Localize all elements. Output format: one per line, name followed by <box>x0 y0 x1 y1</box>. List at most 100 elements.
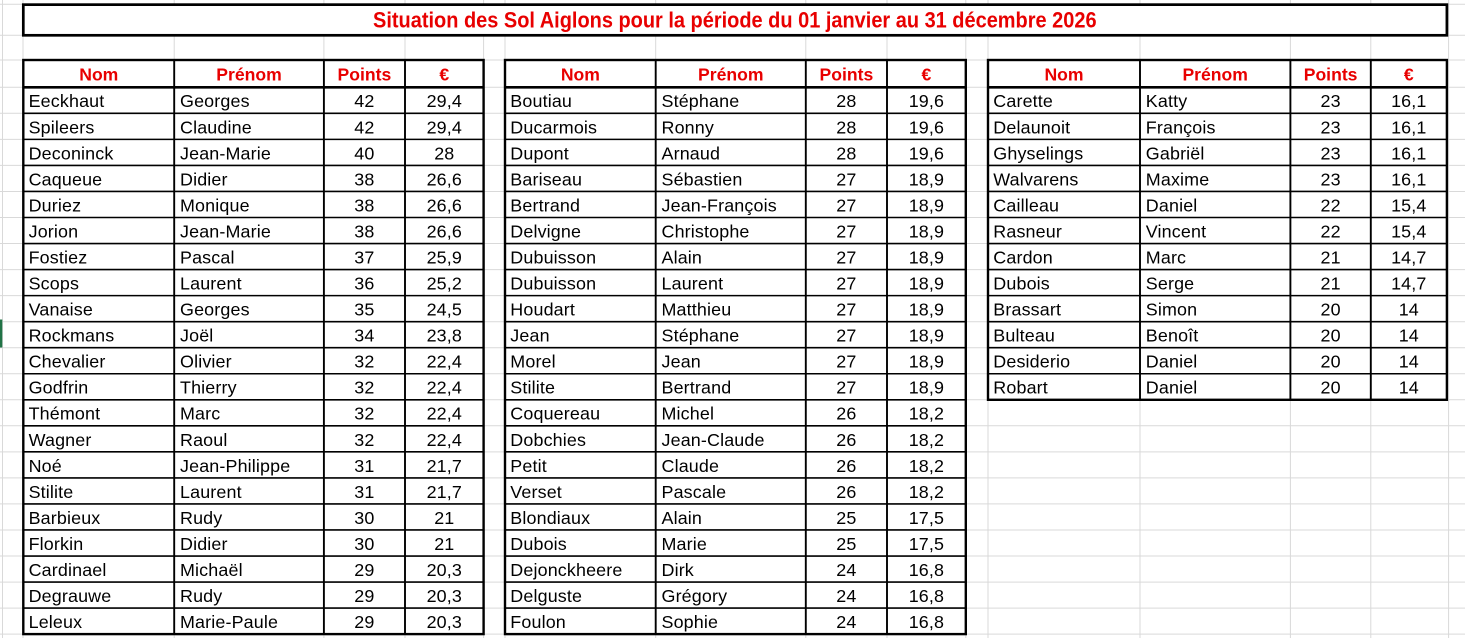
svg-text:14: 14 <box>1399 378 1419 398</box>
svg-text:Verset: Verset <box>510 482 562 502</box>
svg-text:36: 36 <box>354 274 374 294</box>
svg-text:18,2: 18,2 <box>909 482 944 502</box>
svg-text:Michel: Michel <box>662 404 715 424</box>
svg-text:Houdart: Houdart <box>510 300 575 320</box>
svg-text:27: 27 <box>836 169 856 189</box>
svg-text:15,4: 15,4 <box>1391 221 1426 241</box>
svg-text:18,9: 18,9 <box>909 169 944 189</box>
svg-text:Barbieux: Barbieux <box>29 508 101 528</box>
svg-text:26,6: 26,6 <box>427 195 462 215</box>
svg-text:20,3: 20,3 <box>427 586 462 606</box>
svg-text:38: 38 <box>354 195 374 215</box>
svg-text:27: 27 <box>836 352 856 372</box>
svg-text:Situation des Sol Aiglons pour: Situation des Sol Aiglons pour la périod… <box>373 7 1097 32</box>
svg-text:Michaël: Michaël <box>180 560 243 580</box>
svg-text:18,2: 18,2 <box>909 456 944 476</box>
svg-text:Claudine: Claudine <box>180 117 252 137</box>
svg-text:Jean-François: Jean-François <box>662 195 777 215</box>
svg-text:15,4: 15,4 <box>1391 195 1426 215</box>
svg-text:Wagner: Wagner <box>29 430 92 450</box>
svg-text:€: € <box>1404 65 1414 85</box>
svg-text:Simon: Simon <box>1146 300 1197 320</box>
svg-text:Vincent: Vincent <box>1146 221 1206 241</box>
svg-text:Arnaud: Arnaud <box>662 143 721 163</box>
svg-text:23: 23 <box>1320 143 1340 163</box>
svg-text:Rockmans: Rockmans <box>29 326 115 346</box>
svg-text:24: 24 <box>836 586 856 606</box>
svg-text:27: 27 <box>836 326 856 346</box>
svg-text:Georges: Georges <box>180 91 250 111</box>
svg-text:22: 22 <box>1320 195 1340 215</box>
svg-text:Alain: Alain <box>662 508 703 528</box>
svg-text:Nom: Nom <box>1044 65 1083 85</box>
svg-text:26: 26 <box>836 404 856 424</box>
svg-text:21: 21 <box>434 508 454 528</box>
svg-text:Dubois: Dubois <box>510 534 567 554</box>
svg-text:26: 26 <box>836 456 856 476</box>
svg-text:Thémont: Thémont <box>29 404 101 424</box>
svg-text:32: 32 <box>354 352 374 372</box>
svg-text:24: 24 <box>836 560 856 580</box>
svg-text:Delaunoit: Delaunoit <box>993 117 1070 137</box>
svg-text:Rudy: Rudy <box>180 508 222 528</box>
svg-text:16,1: 16,1 <box>1391 143 1426 163</box>
svg-text:38: 38 <box>354 221 374 241</box>
svg-text:Florkin: Florkin <box>29 534 84 554</box>
svg-text:Bertrand: Bertrand <box>510 195 580 215</box>
svg-text:37: 37 <box>354 247 374 267</box>
svg-text:29,4: 29,4 <box>427 117 462 137</box>
svg-text:Maxime: Maxime <box>1146 169 1210 189</box>
svg-text:28: 28 <box>836 117 856 137</box>
svg-text:30: 30 <box>354 508 374 528</box>
svg-text:21: 21 <box>434 534 454 554</box>
svg-text:27: 27 <box>836 378 856 398</box>
svg-text:Thierry: Thierry <box>180 378 237 398</box>
svg-text:Nom: Nom <box>561 65 600 85</box>
svg-text:32: 32 <box>354 378 374 398</box>
svg-text:42: 42 <box>354 117 374 137</box>
svg-text:25: 25 <box>836 534 856 554</box>
svg-text:18,9: 18,9 <box>909 326 944 346</box>
svg-text:Caqueue: Caqueue <box>29 169 103 189</box>
svg-text:Raoul: Raoul <box>180 430 228 450</box>
svg-text:Serge: Serge <box>1146 274 1195 294</box>
svg-text:18,9: 18,9 <box>909 352 944 372</box>
svg-text:Stilite: Stilite <box>29 482 74 502</box>
svg-text:Jean-Claude: Jean-Claude <box>662 430 765 450</box>
svg-text:28: 28 <box>836 91 856 111</box>
svg-text:Prénom: Prénom <box>216 65 282 85</box>
svg-text:Points: Points <box>338 65 392 85</box>
svg-text:Marc: Marc <box>1146 247 1186 267</box>
svg-text:31: 31 <box>354 456 374 476</box>
svg-text:Laurent: Laurent <box>180 482 242 502</box>
svg-text:Delguste: Delguste <box>510 586 582 606</box>
svg-text:42: 42 <box>354 91 374 111</box>
svg-text:16,1: 16,1 <box>1391 169 1426 189</box>
svg-text:20,3: 20,3 <box>427 612 462 632</box>
svg-text:Pascal: Pascal <box>180 247 235 267</box>
svg-text:Carette: Carette <box>993 91 1053 111</box>
svg-text:Jean: Jean <box>510 326 549 346</box>
svg-text:20,3: 20,3 <box>427 560 462 580</box>
svg-text:14: 14 <box>1399 326 1419 346</box>
svg-text:20: 20 <box>1320 300 1340 320</box>
svg-text:22,4: 22,4 <box>427 430 462 450</box>
svg-text:30: 30 <box>354 534 374 554</box>
svg-text:24: 24 <box>836 612 856 632</box>
svg-text:Delvigne: Delvigne <box>510 221 581 241</box>
svg-text:23: 23 <box>1320 91 1340 111</box>
svg-text:16,1: 16,1 <box>1391 91 1426 111</box>
svg-text:Duriez: Duriez <box>29 195 82 215</box>
svg-text:Jorion: Jorion <box>29 221 79 241</box>
svg-text:16,8: 16,8 <box>909 612 944 632</box>
svg-text:18,2: 18,2 <box>909 404 944 424</box>
svg-text:14,7: 14,7 <box>1391 274 1426 294</box>
svg-text:28: 28 <box>836 143 856 163</box>
svg-text:26: 26 <box>836 430 856 450</box>
svg-text:29,4: 29,4 <box>427 91 462 111</box>
svg-text:Rudy: Rudy <box>180 586 222 606</box>
svg-text:Prénom: Prénom <box>698 65 764 85</box>
svg-text:Bulteau: Bulteau <box>993 326 1055 346</box>
svg-text:Foulon: Foulon <box>510 612 566 632</box>
svg-text:Laurent: Laurent <box>662 274 724 294</box>
